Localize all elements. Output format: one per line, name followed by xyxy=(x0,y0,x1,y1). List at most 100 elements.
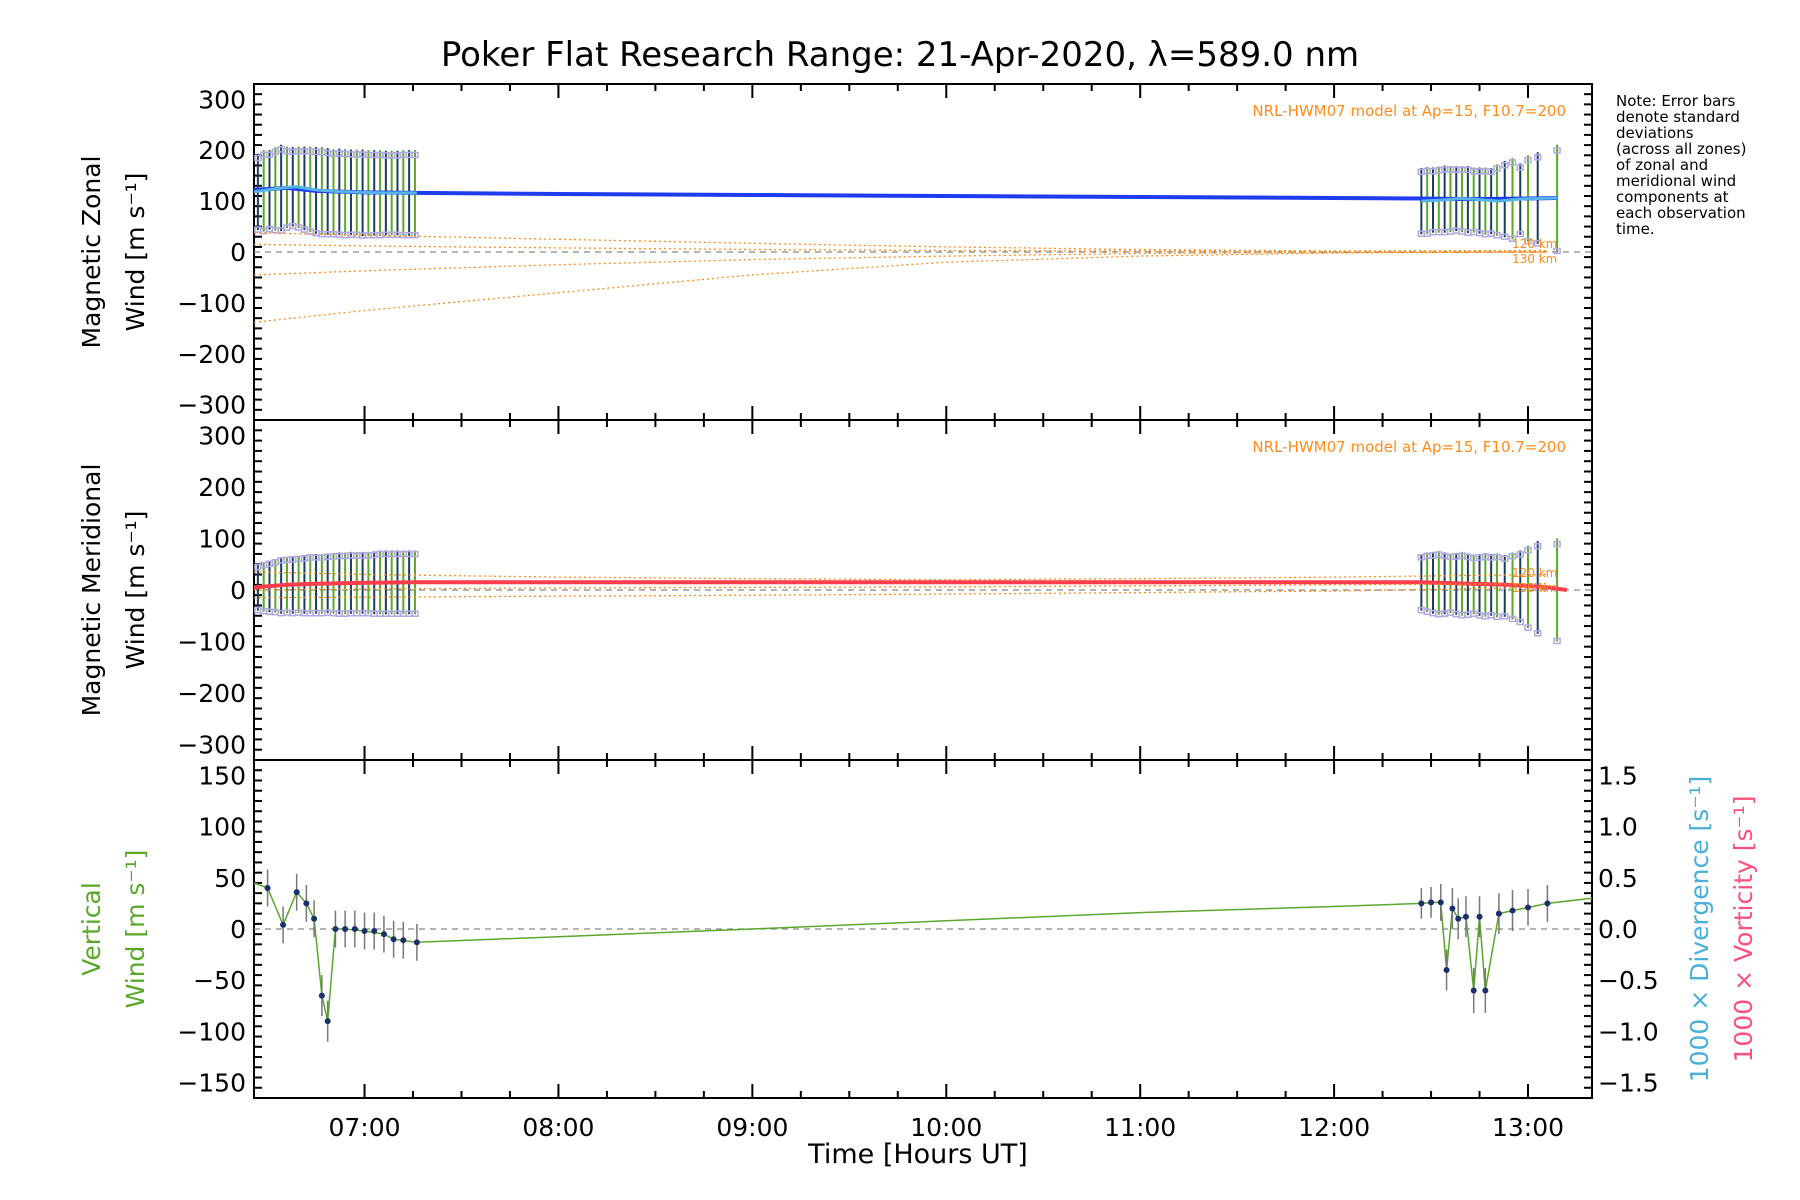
model-line xyxy=(253,251,1548,323)
data-point xyxy=(293,889,300,896)
data-point xyxy=(332,926,339,932)
data-point xyxy=(1495,910,1502,917)
zone-marker xyxy=(1493,165,1501,172)
zone-marker xyxy=(1553,247,1561,255)
zonal-detail-line xyxy=(253,185,417,195)
zone-marker xyxy=(1516,164,1525,171)
y2-axis-label-divergence: 1000 × Divergence [s⁻¹] xyxy=(1685,776,1714,1083)
zone-marker xyxy=(1553,147,1561,154)
y-tick-label: −300 xyxy=(177,731,246,760)
model-line xyxy=(253,571,1548,581)
zone-marker xyxy=(1500,233,1509,240)
zone-marker xyxy=(1493,553,1501,561)
y-axis-label: Vertical xyxy=(77,882,106,976)
zone-marker xyxy=(1516,618,1525,626)
x-axis-label: Time [Hours UT] xyxy=(807,1139,1028,1170)
zone-marker xyxy=(1533,154,1542,161)
model-altitude-label: 130 km xyxy=(1512,252,1557,266)
y2-tick-label: 1.0 xyxy=(1598,813,1638,842)
y-tick-label: −100 xyxy=(177,1017,246,1046)
data-point xyxy=(1462,913,1469,920)
note-text: Note: Error bars denote standard deviati… xyxy=(1616,92,1746,238)
y-tick-label: 100 xyxy=(198,813,246,842)
y-tick-label: 50 xyxy=(214,864,246,893)
x-tick-label: 07:00 xyxy=(329,1113,401,1142)
y-tick-label: −50 xyxy=(193,966,246,995)
panel-meridional: −300 −200 −100 0 100 200 300 Magnetic Meridiona… xyxy=(77,419,1593,761)
model-line xyxy=(253,243,1548,253)
data-point xyxy=(324,1018,331,1025)
zone-marker xyxy=(411,610,419,617)
y-tick-label: 0 xyxy=(230,576,246,605)
data-point xyxy=(390,936,397,943)
model-line xyxy=(253,251,1548,276)
zone-marker xyxy=(411,550,419,558)
vertical-wind-line xyxy=(253,882,1593,1022)
y2-tick-label: 1.5 xyxy=(1598,761,1638,790)
note-line: each observation xyxy=(1616,204,1746,222)
y-tick-label: −200 xyxy=(177,679,246,708)
data-point xyxy=(1544,900,1551,907)
y-tick-label: −200 xyxy=(177,340,246,369)
note-line: deviations xyxy=(1616,124,1694,142)
y2-tick-label: −0.5 xyxy=(1598,966,1659,995)
zone-marker xyxy=(1524,238,1532,245)
data-point xyxy=(264,885,271,892)
data-point xyxy=(342,926,349,932)
y2-tick-label: 0.5 xyxy=(1598,864,1638,893)
data-point xyxy=(371,928,378,935)
y-tick-label: 100 xyxy=(198,187,246,216)
note-line: time. xyxy=(1616,220,1655,238)
zone-marker xyxy=(1516,230,1525,238)
y-tick-label: 0 xyxy=(230,238,246,267)
data-point xyxy=(1418,900,1425,907)
data-point xyxy=(1525,904,1532,911)
x-tick-label: 08:00 xyxy=(522,1113,594,1142)
note-line: meridional wind xyxy=(1616,172,1736,190)
y-tick-label: 300 xyxy=(198,85,246,114)
note-line: of zonal and xyxy=(1616,156,1708,174)
zone-marker xyxy=(1493,231,1501,239)
zone-marker xyxy=(1508,615,1517,623)
x-tick-label: 13:00 xyxy=(1492,1113,1564,1142)
data-point xyxy=(311,915,318,922)
panel-zonal: −300 −200 −100 0 100 200 300 Magnetic Zonal Wind… xyxy=(77,83,1593,421)
zone-marker xyxy=(1500,613,1509,620)
model-line xyxy=(253,586,1548,599)
note-line: (across all zones) xyxy=(1616,140,1746,158)
x-tick-label: 11:00 xyxy=(1104,1113,1176,1142)
zone-marker xyxy=(1508,235,1517,243)
y-tick-label: 200 xyxy=(198,136,246,165)
panels: −300 −200 −100 0 100 200 300 Magnetic Zonal Wind… xyxy=(77,83,1758,1142)
note-line: Note: Error bars xyxy=(1616,92,1736,110)
data-point xyxy=(361,928,368,935)
y2-axis-label-vorticity: 1000 × Vorticity [s⁻¹] xyxy=(1729,796,1758,1063)
data-point xyxy=(303,900,310,907)
zone-marker xyxy=(1533,240,1542,247)
zone-marker xyxy=(1553,637,1561,645)
y-axis-label: Wind [m s⁻¹] xyxy=(121,511,150,670)
data-point xyxy=(1437,899,1444,906)
x-tick-label: 12:00 xyxy=(1298,1113,1370,1142)
data-point xyxy=(1470,987,1477,994)
y-tick-label: 150 xyxy=(198,761,246,790)
y-axis-label: Wind [m s⁻¹] xyxy=(121,173,150,332)
data-point xyxy=(1443,966,1450,973)
figure-title: Poker Flat Research Range: 21-Apr-2020, … xyxy=(441,35,1359,75)
model-line xyxy=(253,232,1548,252)
zone-marker xyxy=(1493,613,1501,621)
zone-marker xyxy=(411,231,419,239)
model-altitude-label: 130 km xyxy=(1512,581,1557,595)
y-axis-label: Magnetic Meridional xyxy=(77,464,106,717)
y-tick-label: 300 xyxy=(198,421,246,450)
y-axis-label: Magnetic Zonal xyxy=(77,156,106,349)
model-altitude-label: 120 km xyxy=(1512,566,1557,580)
y2-tick-label: −1.0 xyxy=(1598,1017,1659,1046)
zone-marker xyxy=(1508,552,1517,560)
data-point xyxy=(318,992,325,999)
note-line: denote standard xyxy=(1616,108,1740,126)
y-tick-label: −100 xyxy=(177,289,246,318)
zone-marker xyxy=(1500,555,1509,562)
y-tick-label: 100 xyxy=(198,524,246,553)
